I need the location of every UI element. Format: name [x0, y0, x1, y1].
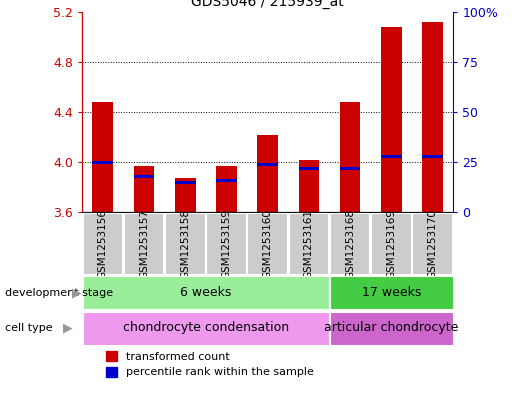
Bar — [216, 166, 237, 212]
Bar — [381, 27, 402, 212]
Bar — [258, 134, 278, 212]
Bar — [216, 178, 237, 182]
Text: development stage: development stage — [5, 288, 113, 298]
Bar — [175, 178, 196, 212]
Bar — [289, 213, 328, 274]
Bar — [83, 213, 122, 274]
Bar — [330, 213, 369, 274]
Bar — [134, 166, 154, 212]
Bar — [371, 213, 411, 274]
Text: chondrocyte condensation: chondrocyte condensation — [123, 321, 289, 334]
Legend: transformed count, percentile rank within the sample: transformed count, percentile rank withi… — [106, 351, 314, 377]
Text: GSM1253159: GSM1253159 — [222, 209, 232, 279]
Text: GSM1253169: GSM1253169 — [386, 209, 396, 279]
Bar — [340, 167, 360, 170]
Text: GSM1253160: GSM1253160 — [263, 209, 272, 279]
Text: ▶: ▶ — [72, 286, 81, 299]
Text: GSM1253170: GSM1253170 — [428, 209, 438, 279]
Bar — [330, 312, 453, 345]
Bar — [340, 102, 360, 212]
Text: GSM1253157: GSM1253157 — [139, 209, 149, 279]
Bar — [381, 154, 402, 158]
Bar — [422, 154, 443, 158]
Bar — [92, 102, 113, 212]
Bar — [165, 213, 205, 274]
Text: 17 weeks: 17 weeks — [361, 286, 421, 299]
Text: GSM1253156: GSM1253156 — [98, 209, 108, 279]
Text: ▶: ▶ — [63, 321, 72, 335]
Bar — [298, 160, 319, 212]
Text: GSM1253168: GSM1253168 — [345, 209, 355, 279]
Bar — [124, 213, 163, 274]
Bar — [175, 181, 196, 184]
Bar — [206, 213, 246, 274]
Text: 6 weeks: 6 weeks — [180, 286, 232, 299]
Text: cell type: cell type — [5, 323, 53, 333]
Text: GSM1253161: GSM1253161 — [304, 209, 314, 279]
Bar — [412, 213, 452, 274]
Bar — [298, 167, 319, 170]
Bar — [83, 276, 329, 309]
Text: GSM1253158: GSM1253158 — [180, 209, 190, 279]
Text: articular chondrocyte: articular chondrocyte — [324, 321, 458, 334]
Bar — [248, 213, 287, 274]
Bar — [258, 163, 278, 166]
Bar — [83, 312, 329, 345]
Bar — [92, 161, 113, 163]
Bar — [330, 276, 453, 309]
Bar — [422, 22, 443, 212]
Title: GDS5046 / 215939_at: GDS5046 / 215939_at — [191, 0, 344, 9]
Bar — [134, 174, 154, 178]
